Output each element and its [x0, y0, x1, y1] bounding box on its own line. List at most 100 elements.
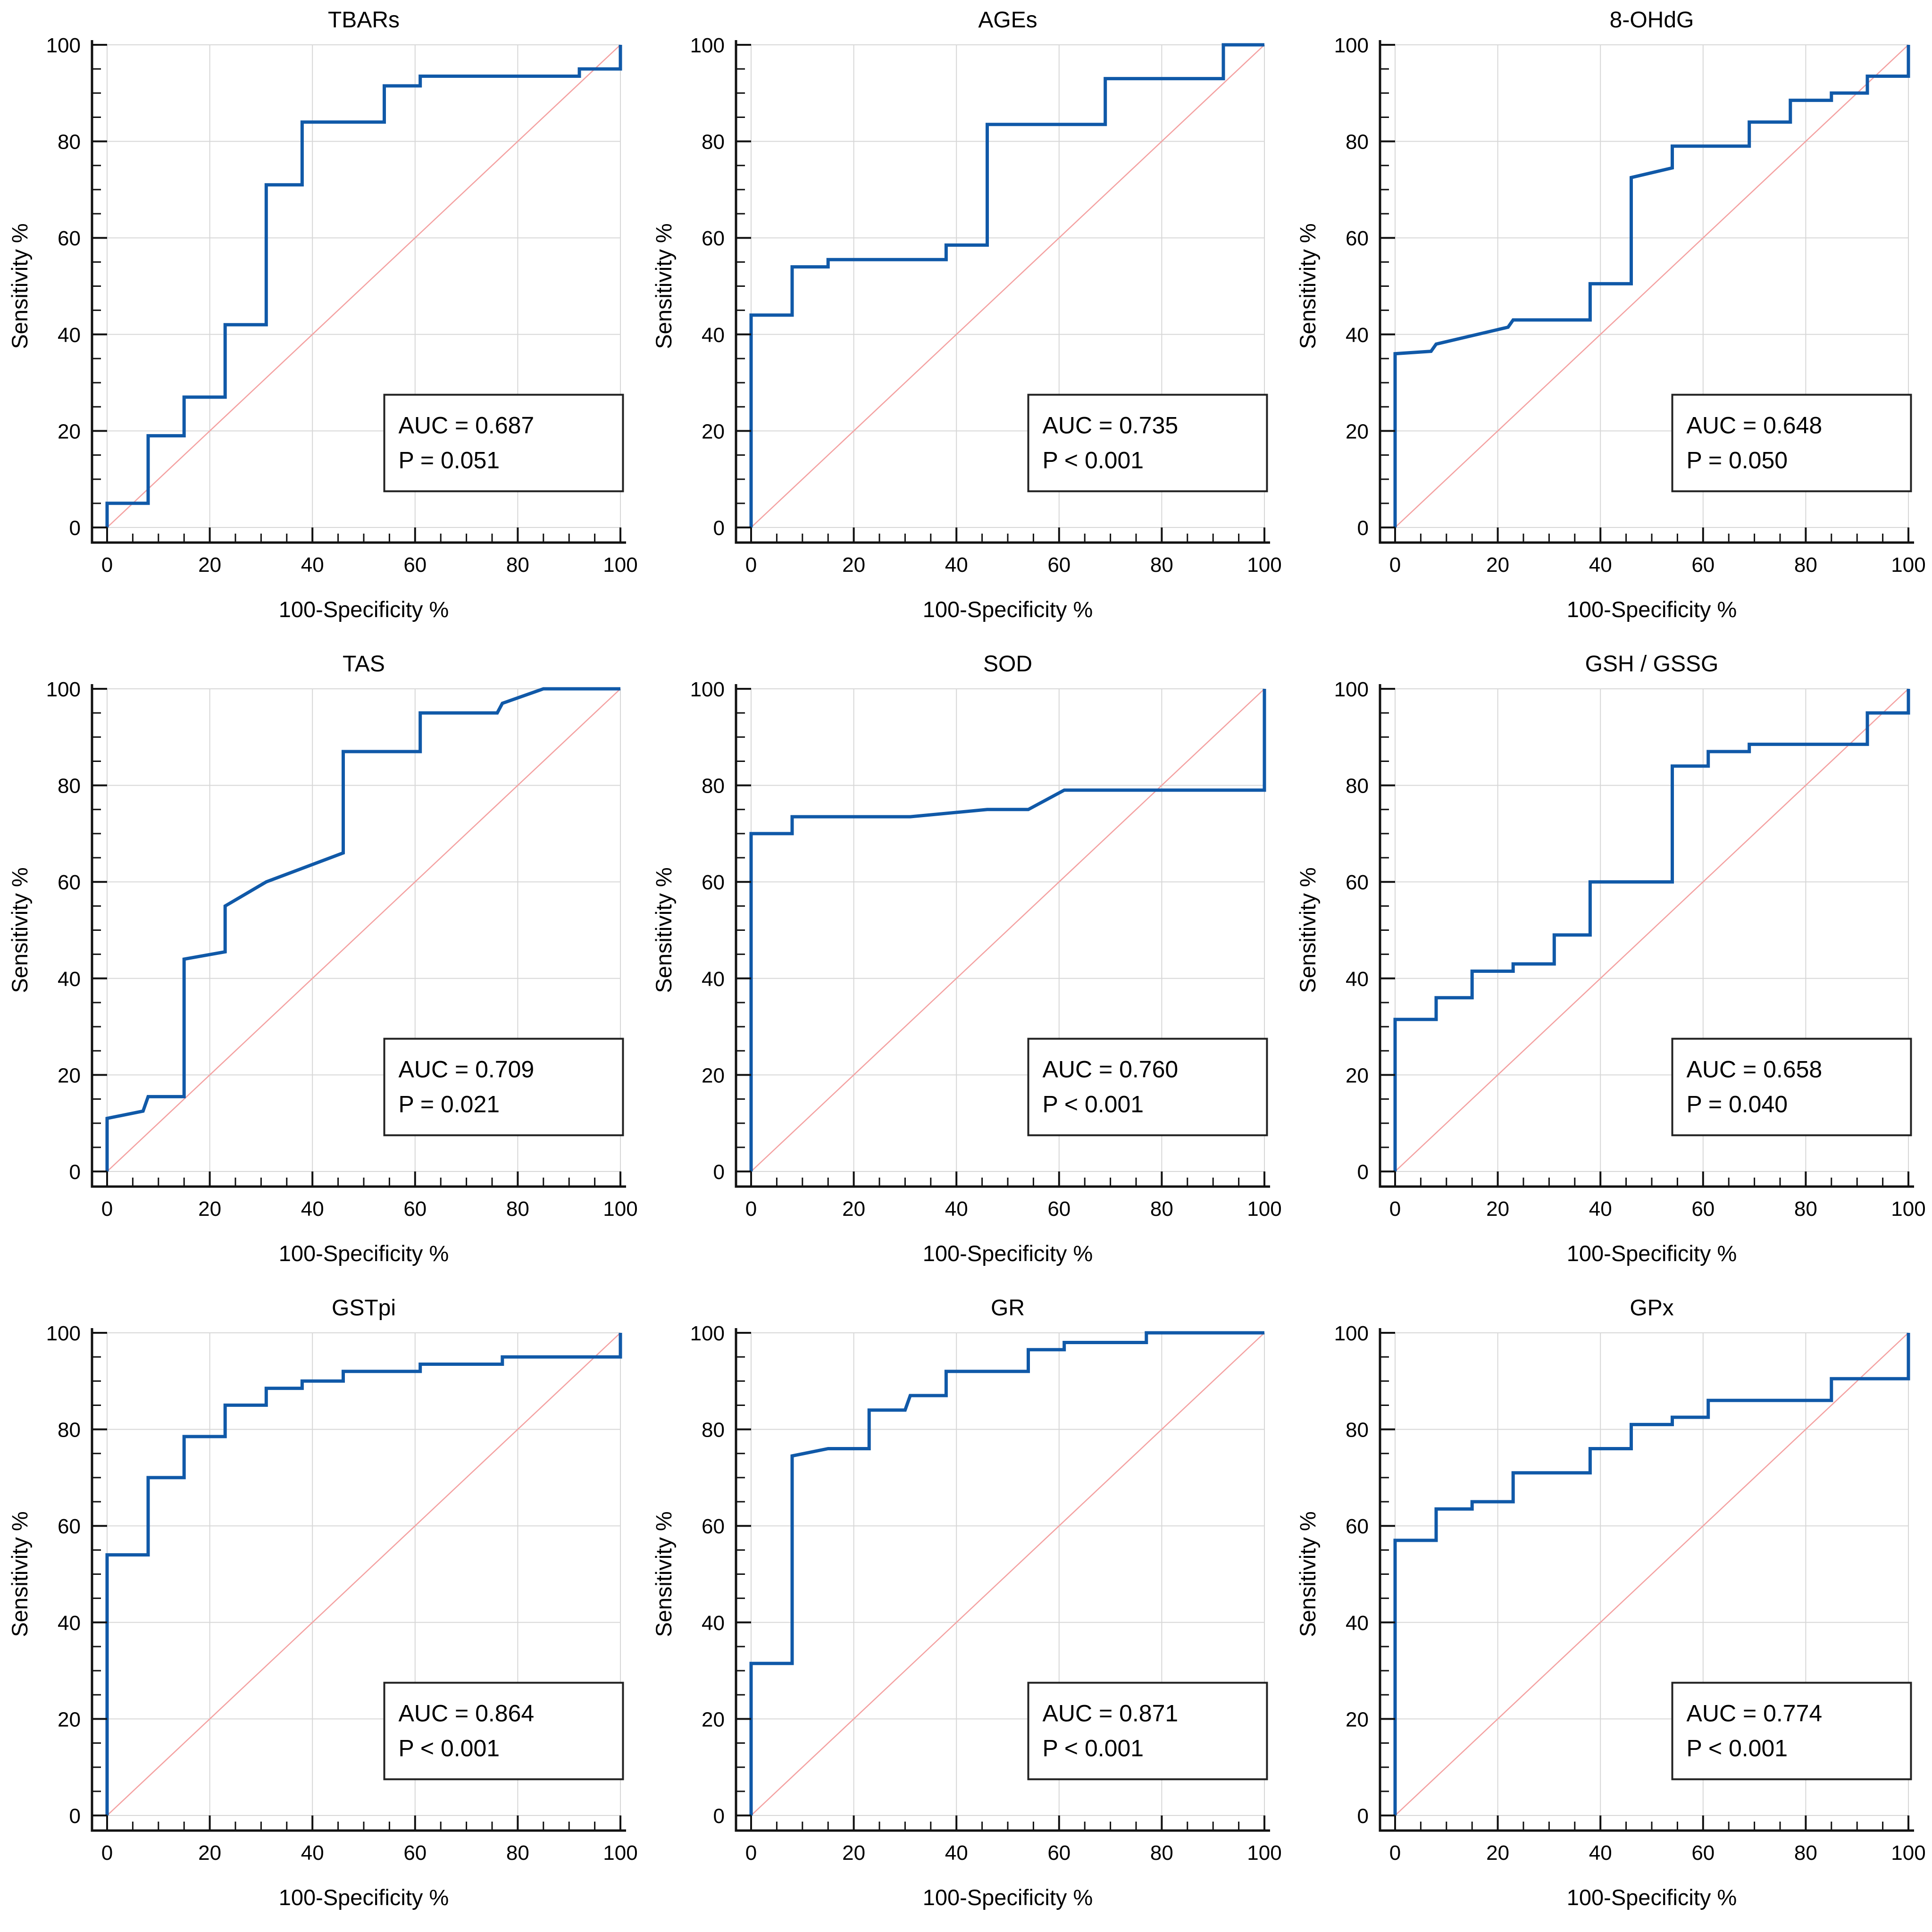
auc-value-label: AUC = 0.760 — [1043, 1056, 1179, 1083]
auc-annotation-box — [383, 393, 624, 493]
y-tick-label: 80 — [702, 1419, 725, 1442]
x-tick-label: 20 — [842, 1197, 865, 1221]
x-tick-label: 0 — [101, 1197, 113, 1221]
x-tick-label: 40 — [945, 1841, 968, 1865]
y-tick-label: 80 — [1346, 1419, 1369, 1442]
x-axis-label: 100-Specificity % — [279, 1241, 449, 1266]
axes-group — [1379, 40, 1914, 544]
x-tick-label: 60 — [1691, 553, 1715, 577]
y-tick-label: 60 — [702, 871, 725, 894]
roc-curve — [105, 1333, 622, 1815]
auc-value-label: AUC = 0.648 — [1687, 412, 1823, 439]
x-tick-label: 100 — [603, 1197, 637, 1221]
y-tick-label: 80 — [58, 131, 81, 154]
y-tick-label: 40 — [1346, 1612, 1369, 1635]
y-tick-label: 80 — [1346, 775, 1369, 798]
x-axis-label: 100-Specificity % — [279, 597, 449, 622]
axes-group — [735, 1328, 1270, 1832]
y-axis-label: Sensitivity % — [1295, 223, 1320, 349]
y-tick-label: 60 — [58, 871, 81, 894]
x-tick-label: 80 — [1150, 1841, 1173, 1865]
plot-title: TBARs — [328, 8, 400, 33]
y-tick-label: 0 — [1357, 1805, 1369, 1828]
y-tick-label: 60 — [702, 1515, 725, 1538]
roc-subplot-8: 0 0 20 20 40 40 60 60 80 80 100 100 GR 100-Specificit… — [644, 1288, 1288, 1932]
y-tick-label: 20 — [1346, 1708, 1369, 1731]
y-tick-label: 40 — [1346, 968, 1369, 991]
roc-curve — [1393, 1333, 1910, 1815]
x-tick-label: 40 — [301, 1841, 324, 1865]
y-tick-label: 100 — [690, 1322, 725, 1345]
auc-value-label: AUC = 0.864 — [399, 1700, 535, 1727]
p-value-label: P = 0.051 — [399, 447, 500, 474]
y-axis-label: Sensitivity % — [7, 223, 32, 349]
x-tick-label: 0 — [1389, 553, 1401, 577]
roc-chart-canvas: 00 20 20 40 40 60 60 80 80 100 100 TAS 100-Specifici… — [7, 652, 638, 1266]
plot-title: GSTpi — [332, 1296, 396, 1321]
x-tick-label: 0 — [1389, 1841, 1401, 1865]
y-tick-label: 100 — [1334, 34, 1369, 57]
roc-subplot-1: 0 0 20 20 40 40 60 60 80 80 100 100 TBARs 100-Specifi… — [0, 0, 644, 644]
reference-diagonal-line — [751, 44, 1265, 528]
auc-value-label: AUC = 0.735 — [1043, 412, 1179, 439]
axes-group — [735, 684, 1270, 1188]
x-tick-label: 100 — [1247, 1197, 1281, 1221]
p-value-label: P < 0.001 — [399, 1735, 500, 1762]
y-tick-label: 100 — [690, 34, 725, 57]
x-tick-label: 0 — [745, 1841, 757, 1865]
x-tick-label: 20 — [198, 1841, 221, 1865]
x-tick-label: 20 — [198, 1197, 221, 1221]
y-tick-label: 80 — [1346, 131, 1369, 154]
plot-title: GSH / GSSG — [1585, 652, 1719, 677]
x-axis-label: 100-Specificity % — [1567, 597, 1737, 622]
y-tick-label: 40 — [58, 1612, 81, 1635]
auc-value-label: AUC = 0.687 — [399, 412, 535, 439]
roc-subplot-7: 0 0 20 20 40 40 60 60 80 80 100 100 GSTpi 100-Specifi… — [0, 1288, 644, 1932]
x-tick-label: 60 — [1691, 1197, 1715, 1221]
auc-annotation-box — [1671, 1037, 1912, 1137]
y-tick-label: 60 — [1346, 1515, 1369, 1538]
axes-group — [1379, 684, 1914, 1188]
auc-annotation-box — [1671, 1681, 1912, 1781]
auc-value-label: AUC = 0.709 — [399, 1056, 535, 1083]
y-tick-label: 100 — [46, 678, 81, 701]
p-value-label: P < 0.001 — [1043, 447, 1144, 474]
y-tick-label: 20 — [702, 420, 725, 443]
p-value-label: P = 0.040 — [1687, 1091, 1788, 1118]
x-tick-label: 40 — [945, 1197, 968, 1221]
roc-subplot-6: 0 0 20 20 40 40 60 60 80 80 100 100 GSH / GSSG 100-Sp… — [1288, 644, 1932, 1288]
roc-subplot-9: 0 0 20 20 40 40 60 60 80 80 100 100 GPx 100-Specifici… — [1288, 1288, 1932, 1932]
roc-curve — [1393, 689, 1910, 1171]
plot-title: GPx — [1630, 1296, 1673, 1321]
auc-value-label: AUC = 0.871 — [1043, 1700, 1179, 1727]
y-axis-label: Sensitivity % — [651, 223, 676, 349]
y-tick-label: 20 — [58, 1708, 81, 1731]
x-tick-label: 80 — [506, 1197, 529, 1221]
p-value-label: P < 0.001 — [1687, 1735, 1788, 1762]
x-tick-label: 80 — [1150, 1197, 1173, 1221]
x-tick-label: 40 — [301, 1197, 324, 1221]
roc-chart-canvas: 00 20 20 40 40 60 60 80 80 100 100 GSTpi 100-Specifi… — [7, 1296, 638, 1910]
y-tick-label: 100 — [690, 678, 725, 701]
y-tick-label: 20 — [1346, 420, 1369, 443]
y-tick-label: 20 — [1346, 1064, 1369, 1087]
x-tick-label: 0 — [745, 1197, 757, 1221]
y-tick-label: 20 — [58, 420, 81, 443]
x-tick-label: 60 — [1047, 1841, 1071, 1865]
y-tick-label: 80 — [58, 775, 81, 798]
p-value-label: P < 0.001 — [1043, 1735, 1144, 1762]
x-tick-label: 20 — [842, 1841, 865, 1865]
y-tick-label: 80 — [702, 775, 725, 798]
axes-group — [1379, 1328, 1914, 1832]
y-tick-label: 100 — [46, 1322, 81, 1345]
x-tick-label: 0 — [745, 553, 757, 577]
y-axis-label: Sensitivity % — [1295, 867, 1320, 993]
roc-chart-canvas: 00 20 20 40 40 60 60 80 80 100 100 SOD 100-Specifici… — [651, 652, 1282, 1266]
x-tick-label: 100 — [1891, 553, 1925, 577]
y-tick-label: 60 — [1346, 227, 1369, 250]
x-tick-label: 20 — [1486, 1197, 1509, 1221]
plot-title: TAS — [343, 652, 385, 677]
reference-diagonal-line — [1395, 688, 1909, 1172]
y-axis-label: Sensitivity % — [7, 1511, 32, 1637]
y-tick-label: 60 — [1346, 871, 1369, 894]
